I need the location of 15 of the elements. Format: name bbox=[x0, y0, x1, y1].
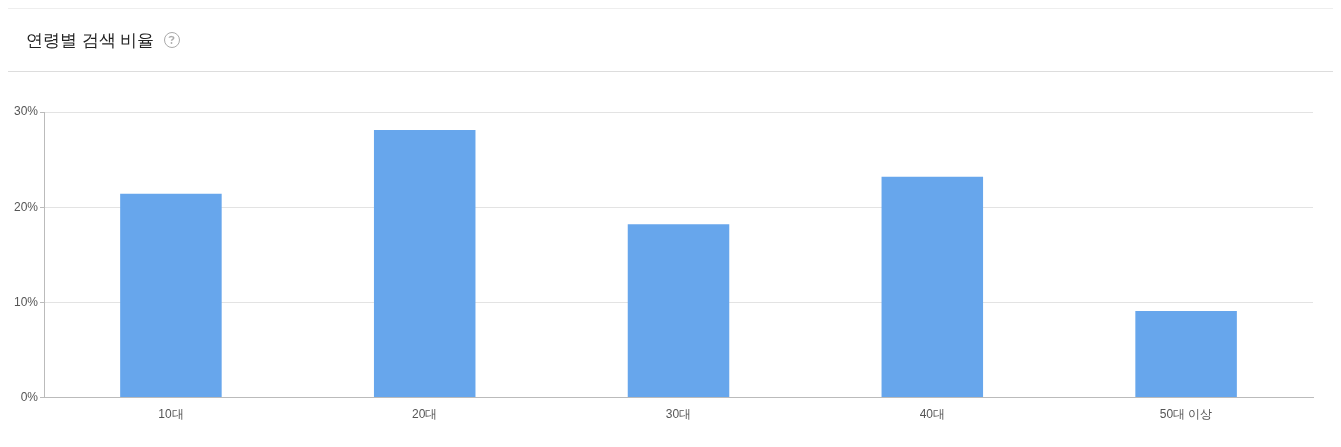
bar bbox=[373, 130, 476, 398]
bar bbox=[627, 224, 730, 398]
y-tick-label: 30% bbox=[13, 104, 39, 119]
x-tick-label: 20대 bbox=[412, 407, 438, 422]
y-tick-label: 10% bbox=[13, 294, 39, 309]
bar bbox=[881, 176, 984, 398]
x-tick-label: 50대 이상 bbox=[1159, 407, 1213, 422]
chart-title: 연령별 검색 비율 bbox=[26, 29, 155, 52]
y-tick-label: 0% bbox=[20, 389, 39, 404]
bar bbox=[120, 193, 222, 398]
x-tick-label: 40대 bbox=[919, 407, 945, 422]
y-tick-label: 20% bbox=[13, 199, 39, 214]
bar bbox=[1135, 310, 1237, 398]
x-tick-label: 10대 bbox=[158, 407, 184, 422]
x-tick-label: 30대 bbox=[665, 407, 692, 422]
